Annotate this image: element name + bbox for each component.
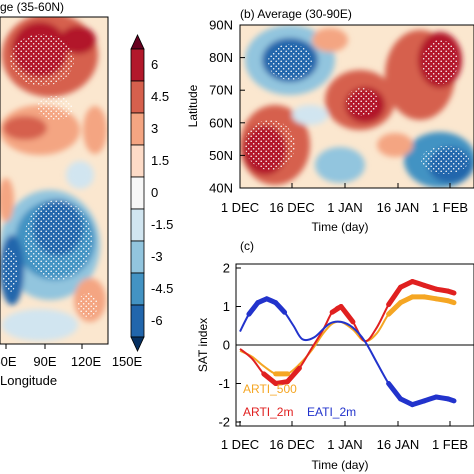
colorbar-segment [130,34,145,50]
panel-b-ytick-label: 40N [209,181,233,196]
series-thick-segment [285,365,302,385]
panel-b-xtick-label: 1 FEB [432,200,468,215]
panel-a-xtick: 90E [33,354,56,369]
panel-b-ytick-label: 60N [209,115,233,130]
panel-b-xlabel: Time (day) [312,220,369,234]
colorbar-tick-label: 6 [151,57,158,72]
colorbar-segment [130,144,145,178]
panel-b-xtick-label: 1 DEC [221,200,259,215]
colorbar-tick-label: -4.5 [151,281,173,296]
panel-c-xtick-label: 16 DEC [269,437,315,452]
colorbar-segment [130,272,145,306]
series-thick-segment [386,381,403,402]
panel-c-ytick-label: 0 [223,338,230,353]
colorbar-segment [130,176,145,210]
panel-b-ytick-label: 90N [209,18,233,33]
panel-b: (b) Average (30-90E) [186,7,474,234]
panel-c-xlabel: Time (day) [312,458,369,472]
panel-b-ytick-label: 80N [209,50,233,65]
panel-b-frame [239,24,474,189]
series-thick-segment [445,298,457,306]
panel-a-field [0,17,108,344]
colorbar-segment [130,304,145,338]
colorbar-segment [130,112,145,146]
colorbar-tick-label: 3 [151,121,158,136]
colorbar-tick-label: 0 [151,185,158,200]
legend-label-arti-500: ARTI_500 [243,382,297,396]
panel-a-title: ge (35-60N) [0,0,64,14]
colorbar-segment [130,208,145,242]
series-line-arti-500 [239,295,455,376]
panel-b-ytick-label: 70N [209,83,233,98]
panel-c-xtick-label: 1 FEB [432,437,468,452]
series-thick-segment [273,300,288,315]
series-thick-segment [338,304,356,325]
panel-c-ytick-label: 2 [223,261,230,276]
colorbar-tick-label: 1.5 [151,153,169,168]
colorbar-tick-label: -3 [151,249,163,264]
panel-a-xtick: 150E [112,354,143,369]
panel-c-ylabel: SAT index [196,318,210,372]
colorbar-segment [130,48,145,82]
panel-a-xlabel: Longitude [0,373,57,388]
panel-c-xtick-label: 1 JAN [327,437,362,452]
colorbar-segment [130,80,145,114]
legend-label-eati-2m: EATI_2m [307,405,356,419]
panel-c: (c) SAT index 2 1 0 -1 -2 1 DEC 16 DEC 1 JAN 16 … [196,239,474,472]
panel-b-xtick-label: 1 JAN [327,200,362,215]
panel-b-field [240,25,474,188]
panel-b-title: (b) Average (30-90E) [240,7,352,21]
panel-c-ytick-label: -2 [218,415,230,430]
series-thick-segment [445,396,457,404]
panel-a-xtick: 120E [71,354,102,369]
panel-c-xtick-label: 1 DEC [221,437,259,452]
panel-c-title: (c) [240,239,254,253]
colorbar-segment [130,240,145,274]
series-thick-segment [445,288,457,296]
legend-label-arti-2m: ARTI_2m [243,405,293,419]
colorbar-tick-label: -1.5 [151,217,173,232]
panel-b-ytick-label: 50N [209,148,233,163]
colorbar-tick-label: 4.5 [151,89,169,104]
panel-a-frame [0,16,109,345]
panel-b-xtick-label: 16 JAN [377,200,420,215]
panel-c-ytick-label: -1 [218,376,230,391]
colorbar: 6 4.5 3 1.5 0 -1.5 -3 -4.5 -6 [130,34,173,352]
panel-b-xtick-label: 16 DEC [269,200,315,215]
panel-a: ge (35-60N) [0,0,143,388]
panel-a-xtick: 60E [0,354,17,369]
panel-b-ylabel: Latitude [186,84,200,127]
colorbar-segment [130,336,145,352]
colorbar-tick-label: -6 [151,313,163,328]
panel-c-ytick-label: 1 [223,299,230,314]
panel-c-xtick-label: 16 JAN [377,437,420,452]
